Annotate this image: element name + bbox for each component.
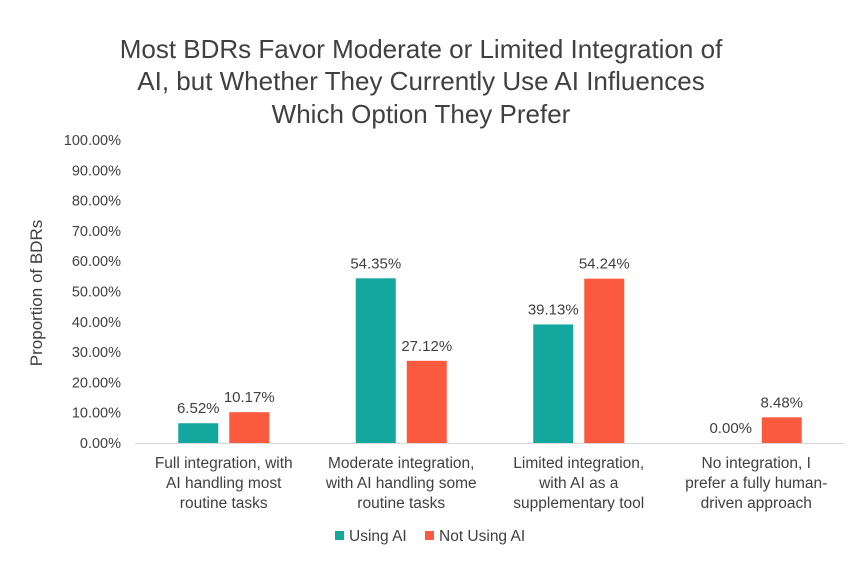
data-label: 27.12% [401,338,452,355]
data-labels-group: 6.52%10.17% 54.35% 27.12% 39.13% 54.24% 0.00%… [177,255,803,437]
category-label: driven approach [701,495,812,512]
bar-using-ai [533,324,574,443]
category-label: AI handling most [166,475,282,492]
y-tick-label: 80.00% [72,194,121,210]
category-label: No integration, I [702,455,811,472]
legend-swatch [425,531,434,540]
category-label: prefer a fully human- [685,475,827,492]
category-label: with AI handling some [325,475,477,492]
y-axis-label: Proportion of BDRs [27,220,46,366]
category-label: routine tasks [180,495,268,512]
bar-not-using-ai [584,278,625,443]
bars-group [178,278,802,443]
y-tick-label: 30.00% [72,345,121,361]
legend-swatch [335,531,344,540]
y-tick-label: 70.00% [72,224,121,240]
bar-not-using-ai [229,412,270,443]
y-tick-label: 60.00% [72,254,121,270]
data-label: 8.48% [760,394,803,411]
category-label: with AI as a [538,475,619,492]
data-label: 39.13% [528,301,579,318]
y-tick-label: 40.00% [72,315,121,331]
category-label: Moderate integration, [328,455,474,472]
category-label: supplementary tool [513,495,644,512]
bar-not-using-ai [406,360,447,443]
chart-title-line-1: Most BDRs Favor Moderate or Limited Inte… [120,34,723,64]
data-label: 6.52% [177,400,220,417]
legend: Using AI Not Using AI [335,528,525,545]
legend-label: Not Using AI [439,528,525,545]
data-label: 10.17% [224,389,275,406]
bar-not-using-ai [761,417,802,443]
data-label: 54.24% [579,256,630,273]
category-label: Limited integration, [513,455,644,472]
category-labels: Full integration, with AI handling most ro… [155,455,828,512]
y-axis-ticks: 0.00% 10.00% 20.00% 30.00% 40.00% 50.00% 60.00… [64,133,121,452]
chart-title-line-2: AI, but Whether They Currently Use AI In… [137,66,704,96]
chart-title-line-3: Which Option They Prefer [272,99,571,129]
data-label: 0.00% [709,420,752,437]
y-tick-label: 20.00% [72,375,121,391]
bar-using-ai [355,278,396,443]
y-tick-label: 50.00% [72,285,121,301]
y-tick-label: 100.00% [64,133,121,149]
y-tick-label: 10.00% [72,406,121,422]
category-label: Full integration, with [155,455,293,472]
y-tick-label: 0.00% [80,436,121,452]
data-label: 54.35% [350,255,401,272]
bar-using-ai [178,423,219,443]
legend-label: Using AI [349,528,407,545]
y-tick-label: 90.00% [72,163,121,179]
category-label: routine tasks [357,495,445,512]
